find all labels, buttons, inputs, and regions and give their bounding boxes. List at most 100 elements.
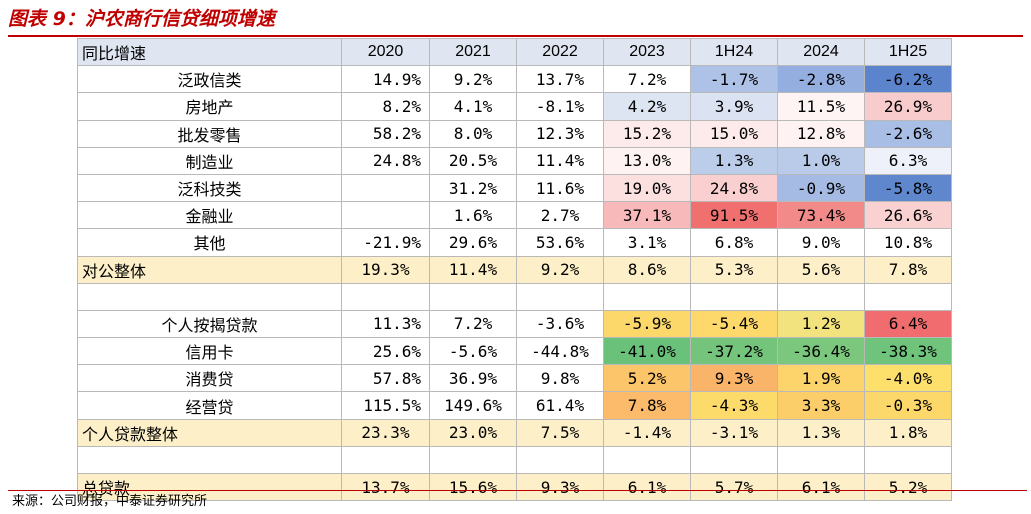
value-cell: -37.2% [690, 337, 778, 366]
value-cell [864, 282, 952, 311]
spacer-row [77, 282, 952, 311]
value-cell: 7.8% [864, 255, 952, 284]
value-cell: 11.4% [516, 146, 604, 175]
row-label [77, 282, 342, 311]
row-label: 金融业 [77, 201, 342, 230]
value-cell: 73.4% [777, 201, 865, 230]
value-cell: 9.2% [516, 255, 604, 284]
value-cell [603, 445, 691, 475]
value-cell: 26.6% [864, 201, 952, 230]
value-cell: 7.5% [516, 418, 604, 447]
growth-table: 同比增速 2020 2021 2022 2023 1H24 2024 1H25 … [77, 37, 952, 502]
value-cell: 8.2% [341, 92, 430, 121]
header-cell-2024: 2024 [777, 37, 865, 67]
value-cell [429, 282, 517, 311]
value-cell: 11.5% [777, 92, 865, 121]
value-cell: 91.5% [690, 201, 778, 230]
value-cell [341, 201, 430, 230]
value-cell [516, 282, 604, 311]
value-cell: 1.2% [777, 309, 865, 339]
value-cell: 23.3% [341, 418, 430, 447]
value-cell: 12.8% [777, 119, 865, 148]
value-cell: 6.1% [777, 472, 865, 502]
value-cell: 2.7% [516, 201, 604, 230]
value-cell: 9.0% [777, 228, 865, 257]
value-cell: -44.8% [516, 337, 604, 366]
value-cell: 20.5% [429, 146, 517, 175]
header-cell-2023: 2023 [603, 37, 691, 67]
value-cell: 57.8% [341, 364, 430, 393]
value-cell: 149.6% [429, 391, 517, 420]
header-cell-1h25: 1H25 [864, 37, 952, 67]
row-label: 经营贷 [77, 391, 342, 420]
value-cell: 7.2% [429, 309, 517, 339]
value-cell: 8.0% [429, 119, 517, 148]
value-cell: 58.2% [341, 119, 430, 148]
value-cell: 1.3% [690, 146, 778, 175]
value-cell: 8.6% [603, 255, 691, 284]
value-cell: 12.3% [516, 119, 604, 148]
value-cell: -2.8% [777, 65, 865, 94]
value-cell: 7.2% [603, 65, 691, 94]
value-cell: 6.1% [603, 472, 691, 502]
header-cell-label: 同比增速 [77, 37, 342, 67]
row-label: 泛科技类 [77, 173, 342, 203]
value-cell: 23.0% [429, 418, 517, 447]
value-cell: 6.8% [690, 228, 778, 257]
value-cell: 29.6% [429, 228, 517, 257]
value-cell: 5.6% [777, 255, 865, 284]
value-cell: 15.6% [429, 472, 517, 502]
row-label: 制造业 [77, 146, 342, 175]
value-cell: 14.9% [341, 65, 430, 94]
header-cell-2020: 2020 [341, 37, 430, 67]
table-row: 金融业 1.6% 2.7% 37.1% 91.5% 73.4% 26.6% [77, 201, 952, 230]
table-row: 制造业 24.8% 20.5% 11.4% 13.0% 1.3% 1.0% 6.3% [77, 146, 952, 175]
table-row: 其他 -21.9% 29.6% 53.6% 3.1% 6.8% 9.0% 10.8% [77, 228, 952, 257]
row-label: 其他 [77, 228, 342, 257]
table-row: 泛政信类 14.9% 9.2% 13.7% 7.2% -1.7% -2.8% -6.2% [77, 65, 952, 94]
value-cell: 24.8% [690, 173, 778, 203]
value-cell: 19.3% [341, 255, 430, 284]
value-cell [864, 445, 952, 475]
value-cell: 31.2% [429, 173, 517, 203]
value-cell: 9.2% [429, 65, 517, 94]
value-cell: 9.8% [516, 364, 604, 393]
value-cell: 24.8% [341, 146, 430, 175]
value-cell: -3.1% [690, 418, 778, 447]
value-cell: 4.1% [429, 92, 517, 121]
value-cell [341, 173, 430, 203]
value-cell: 1.8% [864, 418, 952, 447]
value-cell: 13.0% [603, 146, 691, 175]
value-cell: 11.6% [516, 173, 604, 203]
value-cell: 1.6% [429, 201, 517, 230]
value-cell: -3.6% [516, 309, 604, 339]
value-cell [341, 445, 430, 475]
value-cell: -1.7% [690, 65, 778, 94]
value-cell: 6.3% [864, 146, 952, 175]
value-cell: 13.7% [516, 65, 604, 94]
subtotal-row: 对公整体 19.3% 11.4% 9.2% 8.6% 5.3% 5.6% 7.8% [77, 255, 952, 284]
value-cell: 15.2% [603, 119, 691, 148]
row-label: 消费贷 [77, 364, 342, 393]
value-cell: 115.5% [341, 391, 430, 420]
table-row: 信用卡 25.6% -5.6% -44.8% -41.0% -37.2% -36.4% -38… [77, 337, 952, 366]
value-cell: -2.6% [864, 119, 952, 148]
header-cell-2022: 2022 [516, 37, 604, 67]
value-cell [603, 282, 691, 311]
value-cell [516, 445, 604, 475]
header-cell-2021: 2021 [429, 37, 517, 67]
value-cell [429, 445, 517, 475]
value-cell: -0.9% [777, 173, 865, 203]
value-cell: 1.0% [777, 146, 865, 175]
value-cell: 6.4% [864, 309, 952, 339]
value-cell: 19.0% [603, 173, 691, 203]
value-cell: 37.1% [603, 201, 691, 230]
figure-title: 图表 9：沪农商行信贷细项增速 [8, 8, 275, 30]
value-cell: -5.4% [690, 309, 778, 339]
spacer-row [77, 445, 952, 475]
header-row: 同比增速 2020 2021 2022 2023 1H24 2024 1H25 [77, 37, 952, 67]
header-cell-1h24: 1H24 [690, 37, 778, 67]
value-cell: 5.2% [603, 364, 691, 393]
value-cell: 15.0% [690, 119, 778, 148]
value-cell: -5.6% [429, 337, 517, 366]
